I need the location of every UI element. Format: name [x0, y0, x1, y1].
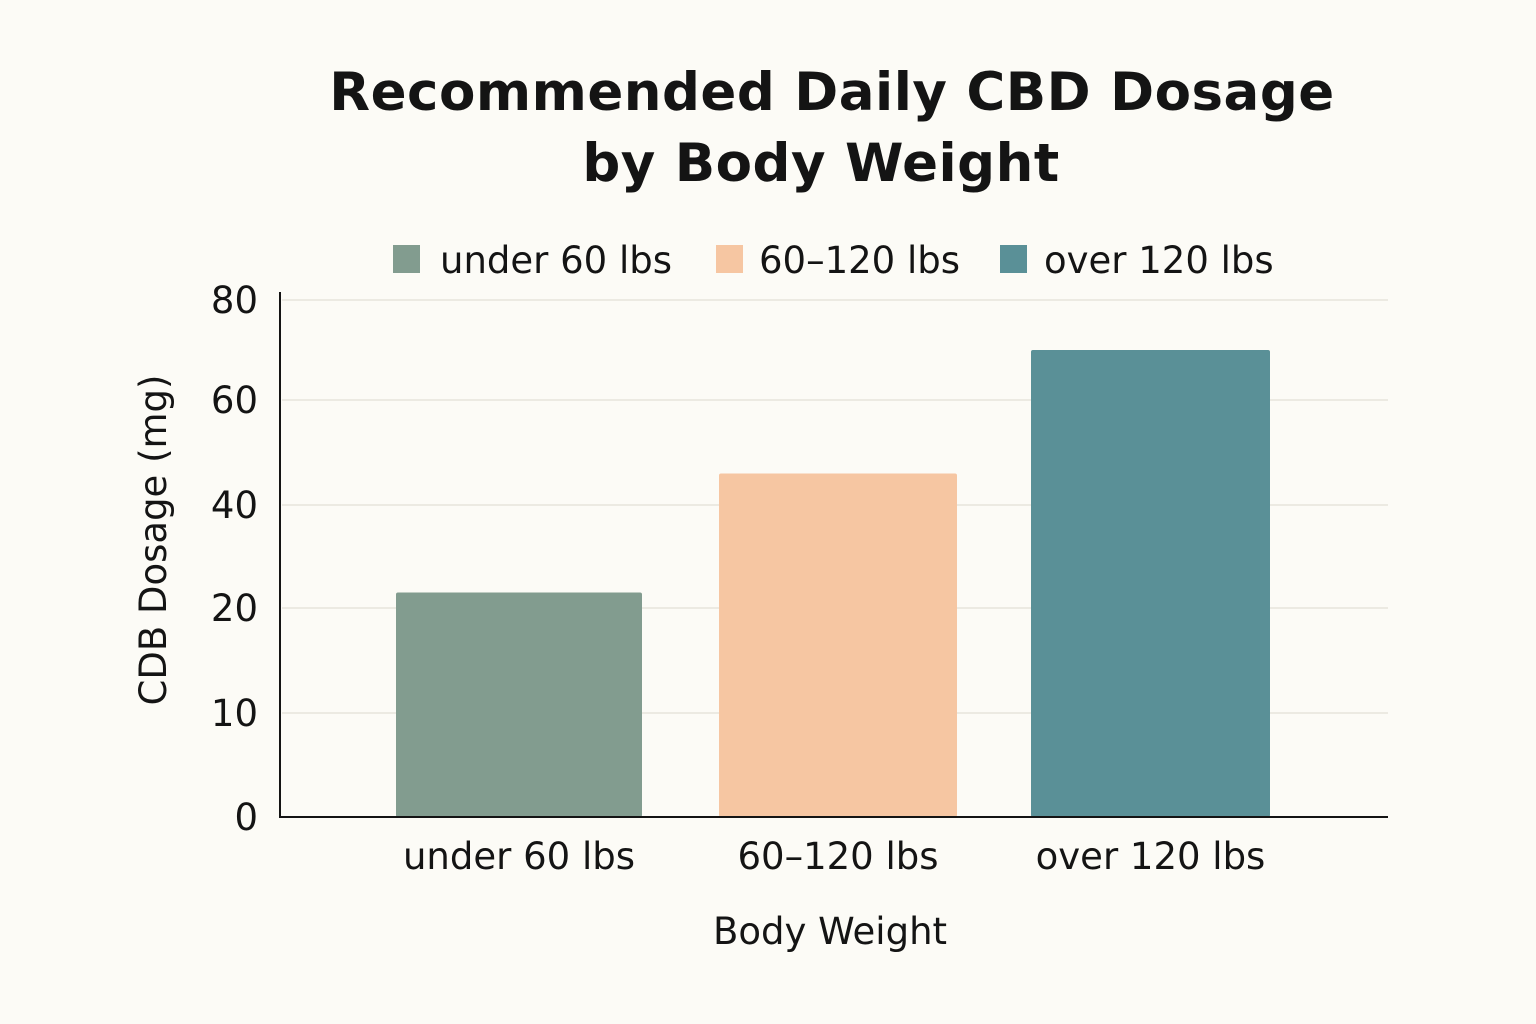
chart-title-line-1: Recommended Daily CBD Dosage [329, 62, 1335, 123]
legend-swatch [393, 245, 420, 273]
y-tick-label: 80 [211, 279, 258, 322]
y-tick-label: 40 [211, 484, 258, 527]
legend-label: 60–120 lbs [759, 239, 960, 282]
bars [396, 350, 1270, 817]
legend-swatch [1000, 245, 1027, 273]
y-tick-labels: 0 10 20 40 60 80 [211, 279, 258, 839]
x-tick-label: under 60 lbs [403, 835, 635, 878]
bar [396, 592, 642, 817]
y-tick-label: 10 [211, 692, 258, 735]
y-axis-label: CDB Dosage (mg) [132, 375, 175, 706]
y-tick-label: 60 [211, 379, 258, 422]
bar [719, 473, 957, 817]
bar [1031, 350, 1270, 817]
legend-label: under 60 lbs [440, 239, 672, 282]
x-tick-labels: under 60 lbs 60–120 lbs over 120 lbs [403, 835, 1265, 878]
x-tick-label: 60–120 lbs [737, 835, 938, 878]
chart-title-line-2: by Body Weight [582, 133, 1060, 194]
y-tick-label: 0 [234, 796, 258, 839]
y-tick-label: 20 [211, 587, 258, 630]
legend: under 60 lbs 60–120 lbs over 120 lbs [393, 239, 1274, 282]
axes [279, 292, 1388, 818]
x-tick-label: over 120 lbs [1036, 835, 1266, 878]
legend-swatch [716, 245, 743, 273]
x-axis-label: Body Weight [713, 910, 947, 953]
legend-label: over 120 lbs [1044, 239, 1274, 282]
